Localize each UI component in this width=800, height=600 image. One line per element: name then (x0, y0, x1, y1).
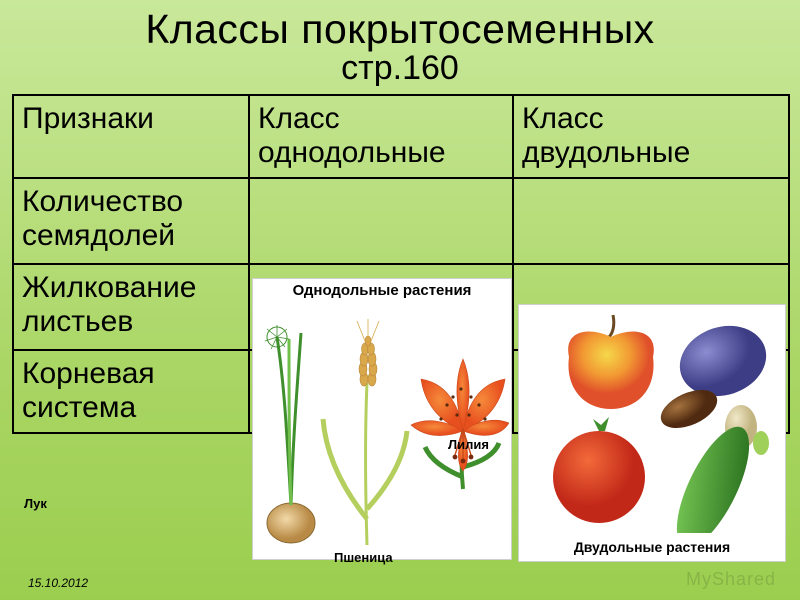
wheat-icon (323, 319, 407, 545)
lily-icon (411, 359, 509, 489)
cell-cotyledon-mono (249, 178, 513, 264)
dicot-illustration (523, 309, 783, 533)
cell-features-header: Признаки (13, 95, 249, 178)
dicot-panel: Двудольные растения (518, 304, 786, 562)
title-line1: Классы покрытосеменных (12, 6, 788, 53)
seed-green-icon (753, 431, 769, 455)
table-row: Количество семядолей (13, 178, 789, 264)
cell-venation-label: Жилкование листьев (13, 264, 249, 350)
watermark-text: MySharеd (686, 569, 776, 590)
dicot-panel-title: Двудольные растения (519, 539, 785, 555)
lily-label: Лилия (448, 437, 489, 452)
onion-label: Лук (24, 496, 47, 511)
cell-monocot-header: Класс однодольные (249, 95, 513, 178)
title-line2: стр.160 (12, 49, 788, 88)
tomato-icon (553, 417, 645, 523)
cell-dicot-header: Класс двудольные (513, 95, 789, 178)
slide-date: 15.10.2012 (28, 576, 88, 590)
onion-icon (265, 325, 315, 543)
cell-cotyledon-di (513, 178, 789, 264)
wheat-label: Пшеница (334, 550, 393, 565)
table-row: Признаки Класс однодольные Класс двудоль… (13, 95, 789, 178)
monocot-panel: Однодольные растения (252, 278, 512, 560)
cell-root-label: Корневая система (13, 350, 249, 433)
cell-cotyledon-label: Количество семядолей (13, 178, 249, 264)
monocot-panel-title: Однодольные растения (253, 283, 511, 300)
apple-icon (568, 315, 654, 409)
slide-title: Классы покрытосеменных стр.160 (12, 0, 788, 92)
